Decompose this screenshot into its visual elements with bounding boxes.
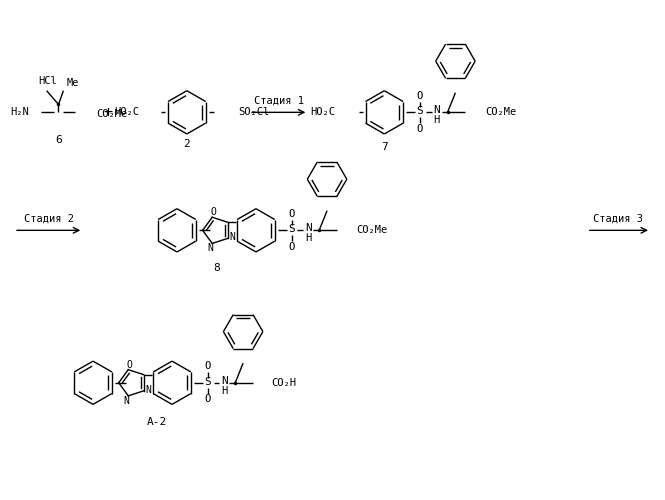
Text: O: O: [204, 361, 211, 371]
Text: CO₂Me: CO₂Me: [96, 110, 127, 120]
Text: N: N: [434, 106, 440, 116]
Text: O: O: [417, 124, 423, 134]
Text: SO₂Cl: SO₂Cl: [238, 108, 269, 118]
Text: HO₂C: HO₂C: [114, 108, 140, 118]
Text: Стадия 2: Стадия 2: [23, 214, 74, 224]
Text: 7: 7: [381, 142, 388, 152]
Text: А-2: А-2: [147, 417, 168, 427]
Text: O: O: [204, 394, 211, 404]
Text: S: S: [204, 377, 211, 387]
Text: HO₂C: HO₂C: [310, 108, 335, 118]
Text: 2: 2: [184, 139, 190, 149]
Text: CO₂H: CO₂H: [271, 378, 296, 388]
Text: N: N: [229, 232, 235, 242]
Text: H₂N: H₂N: [10, 108, 29, 118]
Text: 6: 6: [55, 135, 62, 145]
Text: H: H: [221, 386, 227, 396]
Text: CO₂Me: CO₂Me: [485, 108, 516, 118]
Text: H: H: [305, 233, 311, 243]
Text: N: N: [305, 224, 312, 234]
Text: N: N: [123, 396, 129, 406]
Text: N: N: [146, 385, 152, 395]
Text: CO₂Me: CO₂Me: [356, 226, 388, 235]
Text: Me: Me: [66, 78, 79, 88]
Text: HCl: HCl: [39, 76, 57, 86]
Text: S: S: [288, 224, 295, 234]
Text: S: S: [416, 106, 423, 117]
Text: N: N: [207, 244, 213, 254]
Text: Стадия 3: Стадия 3: [593, 214, 643, 224]
Text: O: O: [289, 208, 295, 218]
Text: Стадия 1: Стадия 1: [253, 96, 304, 106]
Text: 8: 8: [213, 262, 220, 272]
Text: N: N: [221, 376, 227, 386]
Text: O: O: [289, 242, 295, 252]
Text: O: O: [126, 360, 132, 370]
Text: +: +: [103, 105, 112, 120]
Text: H: H: [434, 115, 440, 125]
Text: O: O: [417, 90, 423, 101]
Text: O: O: [210, 208, 216, 218]
